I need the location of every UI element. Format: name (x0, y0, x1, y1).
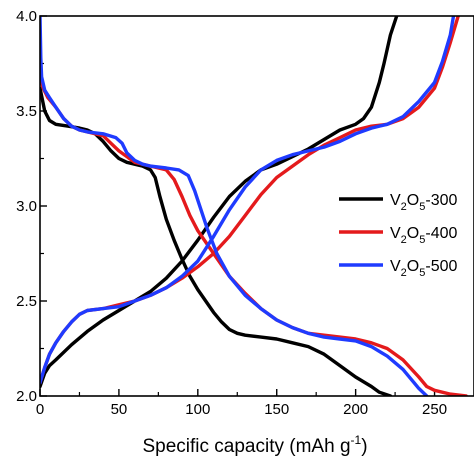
legend-label-part: 2 (401, 234, 407, 246)
legend-label-part: -400 (425, 225, 457, 242)
y-tick-label: 3.0 (16, 198, 37, 215)
legend-label: V2O5-500 (390, 258, 458, 279)
series-3-discharge-line (40, 16, 429, 396)
legend-label: V2O5-300 (390, 192, 458, 213)
x-axis-label: Specific capacity (mAh g-1) (142, 433, 367, 457)
legend-label-part: -300 (425, 192, 457, 209)
y-tick-label: 2.5 (16, 293, 37, 310)
legend-label-part: O (407, 258, 419, 275)
tick-marks (39, 15, 436, 397)
legend-label-part: 2 (401, 267, 407, 279)
y-tick-label: 2.0 (16, 388, 37, 405)
legend-label: V2O5-400 (390, 225, 458, 246)
series-1-discharge-line (40, 86, 393, 396)
legend-label-part: 5 (419, 201, 425, 213)
x-tick-label: 250 (422, 401, 447, 418)
x-tick-label: 50 (111, 401, 128, 418)
plot-frame (39, 15, 474, 397)
y-tick-label: 3.5 (16, 103, 37, 120)
legend-label-part: O (407, 192, 419, 209)
x-axis-label-superscript: -1 (351, 433, 362, 447)
x-tick-label: 200 (343, 401, 368, 418)
series-1-charge-line (40, 16, 399, 389)
legend-label-part: -500 (425, 258, 457, 275)
legend-label-part: 5 (419, 234, 425, 246)
legend-label-part: V (390, 225, 401, 242)
legend-label-part: V (390, 258, 401, 275)
x-tick-label: 0 (36, 401, 44, 418)
legend-label-part: 2 (401, 201, 407, 213)
series-lines (40, 16, 468, 396)
legend-label-part: 5 (419, 267, 425, 279)
legend-label-part: O (407, 225, 419, 242)
tick-labels: 0 50 100 150 200 250 2.0 2.5 3.0 3.5 4.0 (16, 8, 447, 418)
legend-label-part: V (390, 192, 401, 209)
series-3-charge-line (40, 16, 456, 385)
x-tick-label: 100 (185, 401, 210, 418)
y-tick-label: 4.0 (16, 8, 37, 25)
x-tick-label: 150 (264, 401, 289, 418)
